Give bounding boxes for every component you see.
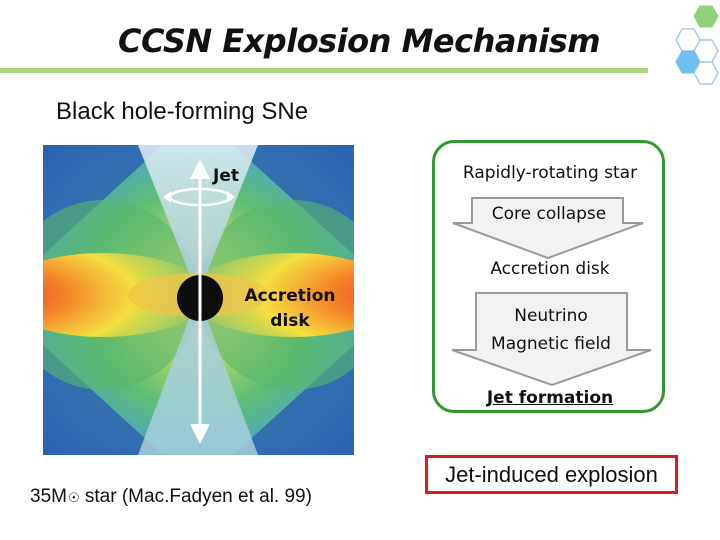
solar-mass-symbol: ☉ [67, 490, 80, 505]
caption-text: star (Mac.Fadyen et al. 99) [79, 486, 312, 507]
accretion-disk-simulation-image [43, 145, 354, 455]
mechanism-flow-box [432, 140, 665, 413]
jet-label: Jet [213, 166, 239, 186]
flow-step-jet-formation: Jet formation [486, 388, 614, 408]
hexagon-green-icon [693, 5, 719, 28]
slide-title: CCSN Explosion Mechanism [118, 22, 601, 60]
accretion-disk-label-line2: disk [270, 311, 310, 331]
figure-caption: 35M☉ star (Mac.Fadyen et al. 99) [30, 486, 312, 508]
flow-arrow-neutrino: Neutrino [514, 306, 588, 326]
hexagon-decoration-icon [675, 5, 719, 85]
accretion-disk-label-line1: Accretion [244, 286, 336, 306]
flow-step-accretion-disk: Accretion disk [490, 259, 610, 279]
flow-step-rapidly-rotating-star: Rapidly-rotating star [462, 163, 638, 183]
flow-arrow-magnetic-field: Magnetic field [491, 334, 611, 354]
flow-arrow-core-collapse: Core collapse [491, 204, 607, 224]
hexagon-outline-icon-3 [693, 61, 719, 85]
title-underline [0, 68, 648, 73]
accretion-disk-label: Accretion disk [240, 284, 340, 334]
core-collapse-arrow-icon [452, 197, 644, 260]
jet-induced-explosion-box: Jet-induced explosion [425, 455, 678, 494]
neutrino-arrow-icon [451, 292, 652, 387]
caption-mass: 35M [30, 486, 67, 507]
slide-subtitle: Black hole-forming SNe [56, 98, 309, 125]
